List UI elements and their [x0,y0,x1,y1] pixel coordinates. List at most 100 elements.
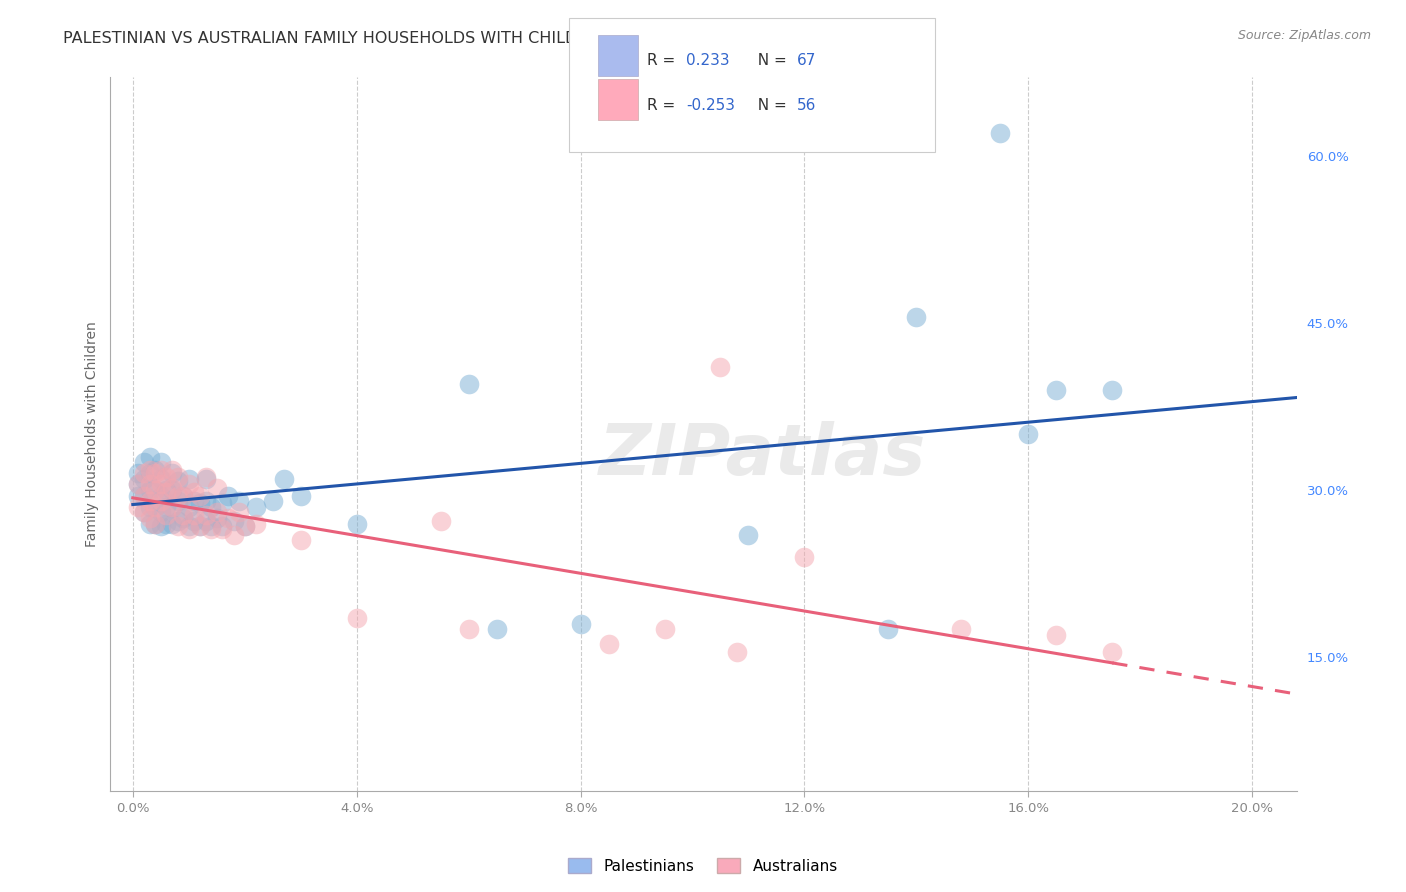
Point [429,514,451,528]
Point [127,467,149,481]
Point [194,472,217,486]
Point [457,377,479,392]
Point [166,494,188,508]
Point [138,500,160,514]
Point [233,518,256,533]
Point [194,469,217,483]
Text: R =: R = [647,98,681,112]
Point [200,500,222,514]
Point [1101,383,1123,397]
Point [155,485,177,500]
Point [273,472,295,486]
Point [160,500,183,514]
Point [598,637,620,651]
Point [290,533,312,548]
Point [149,477,172,491]
Point [188,518,211,533]
Point [127,477,149,491]
Point [160,481,183,495]
Text: 67: 67 [797,54,817,68]
Point [166,474,188,488]
Point [138,516,160,531]
Point [569,616,592,631]
Legend: Palestinians, Australians: Palestinians, Australians [562,852,844,880]
Point [143,516,166,531]
Text: 0.233: 0.233 [686,54,730,68]
Point [132,489,155,503]
Point [132,489,155,503]
Point [188,518,211,533]
Point [138,483,160,497]
Point [183,508,205,522]
Point [155,508,177,522]
Point [166,469,188,483]
Point [155,483,177,497]
Point [245,500,267,514]
Point [200,522,222,536]
Point [177,500,200,514]
Point [149,505,172,519]
Point [737,527,759,541]
Point [205,511,228,525]
Point [177,477,200,491]
Point [143,483,166,497]
Point [1101,645,1123,659]
Point [160,483,183,497]
Point [172,508,194,522]
Point [877,623,900,637]
Point [211,518,233,533]
Point [1045,628,1067,642]
Text: N =: N = [748,98,792,112]
Text: N =: N = [748,54,792,68]
Point [160,500,183,514]
Point [166,489,188,503]
Point [138,467,160,481]
Point [177,518,200,533]
Point [149,463,172,477]
Point [1045,383,1067,397]
Point [211,522,233,536]
Point [485,623,508,637]
Point [200,518,222,533]
Point [183,494,205,508]
Point [346,611,368,625]
Point [132,505,155,519]
Point [222,514,245,528]
Point [143,463,166,477]
Point [177,522,200,536]
Point [132,505,155,519]
Point [132,467,155,481]
Point [228,505,250,519]
Point [155,516,177,531]
Point [160,467,183,481]
Point [988,126,1011,140]
Point [194,494,217,508]
Point [217,489,239,503]
Point [138,477,160,491]
Text: -0.253: -0.253 [686,98,735,112]
Text: Source: ZipAtlas.com: Source: ZipAtlas.com [1237,29,1371,42]
Point [127,489,149,503]
Point [188,496,211,510]
Text: PALESTINIAN VS AUSTRALIAN FAMILY HOUSEHOLDS WITH CHILDREN CORRELATION CHART: PALESTINIAN VS AUSTRALIAN FAMILY HOUSEHO… [63,31,790,46]
Point [149,518,172,533]
Point [194,514,217,528]
Point [143,500,166,514]
Point [143,467,166,481]
Point [127,500,149,514]
Point [211,496,233,510]
Point [1017,427,1039,442]
Point [138,463,160,477]
Point [149,494,172,508]
Point [138,450,160,464]
Point [172,489,194,503]
Point [177,472,200,486]
Point [155,500,177,514]
Point [217,511,239,525]
Point [160,516,183,531]
Point [149,472,172,486]
Point [233,518,256,533]
Point [183,485,205,500]
Point [222,527,245,541]
Y-axis label: Family Households with Children: Family Households with Children [86,321,100,547]
